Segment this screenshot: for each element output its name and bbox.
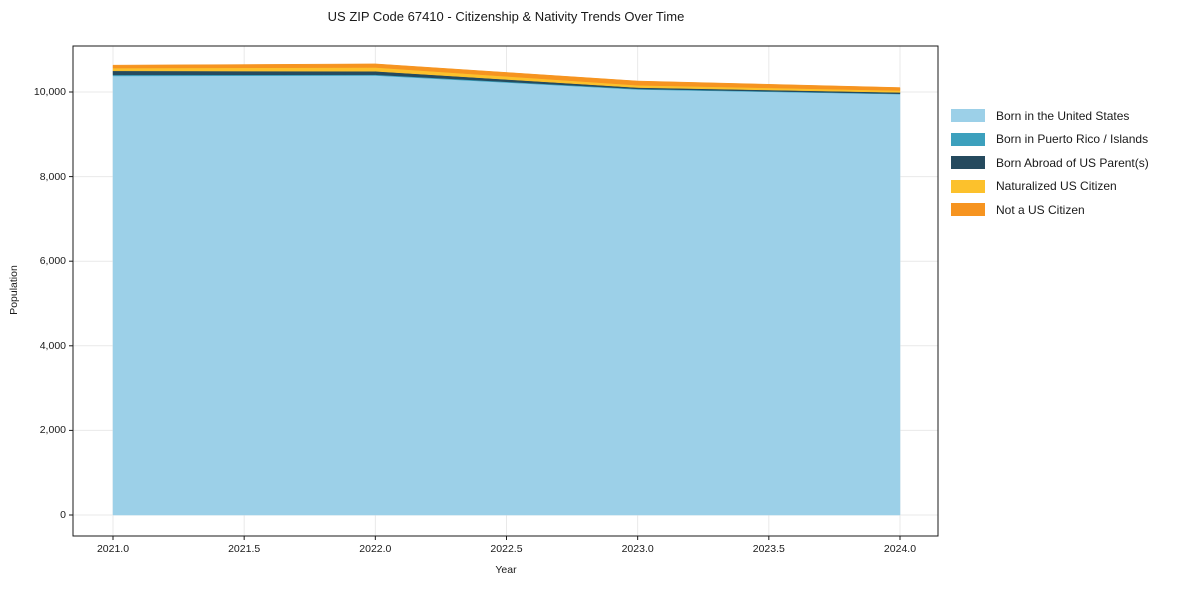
x-tick-label: 2022.5 [490,543,523,555]
legend-swatch [951,109,985,123]
legend-label: Born in Puerto Rico / Islands [996,132,1149,147]
legend-swatch [951,179,985,193]
x-tick-label: 2023.5 [752,543,785,555]
y-tick-label: 8,000 [39,170,66,183]
legend-item: Born Abroad of US Parent(s) [951,151,1149,175]
y-tick-label: 6,000 [39,255,66,268]
legend-swatch [951,156,985,170]
legend-item: Born in Puerto Rico / Islands [951,128,1149,152]
y-tick-label: 4,000 [39,339,66,352]
area-series [112,63,901,91]
plot-border [72,45,939,537]
y-tick-label: 0 [60,509,66,521]
legend-item: Born in the United States [951,104,1149,128]
legend-item: Not a US Citizen [951,198,1149,222]
chart-title: US ZIP Code 67410 - Citizenship & Nativi… [327,9,685,24]
x-tick-label: 2022.0 [359,543,392,555]
y-tick-label: 10,000 [33,86,66,98]
x-tick-label: 2021.5 [228,543,261,555]
legend-label: Born Abroad of US Parent(s) [996,155,1149,170]
x-tick-label: 2023.0 [621,543,654,555]
legend-item: Naturalized US Citizen [951,175,1149,199]
y-axis-label: Population [8,265,20,315]
area-series [112,75,901,516]
legend-label: Naturalized US Citizen [996,179,1117,194]
x-tick-label: 2024.0 [883,543,917,555]
x-tick-label: 2021.0 [96,543,130,555]
legend-label: Born in the United States [996,108,1130,123]
x-axis-label: Year [495,564,517,576]
legend-swatch [951,203,985,217]
legend-label: Not a US Citizen [996,202,1085,217]
legend: Born in the United States Born in Puerto … [951,104,1149,222]
y-tick-label: 2,000 [39,424,66,437]
legend-swatch [951,132,985,146]
